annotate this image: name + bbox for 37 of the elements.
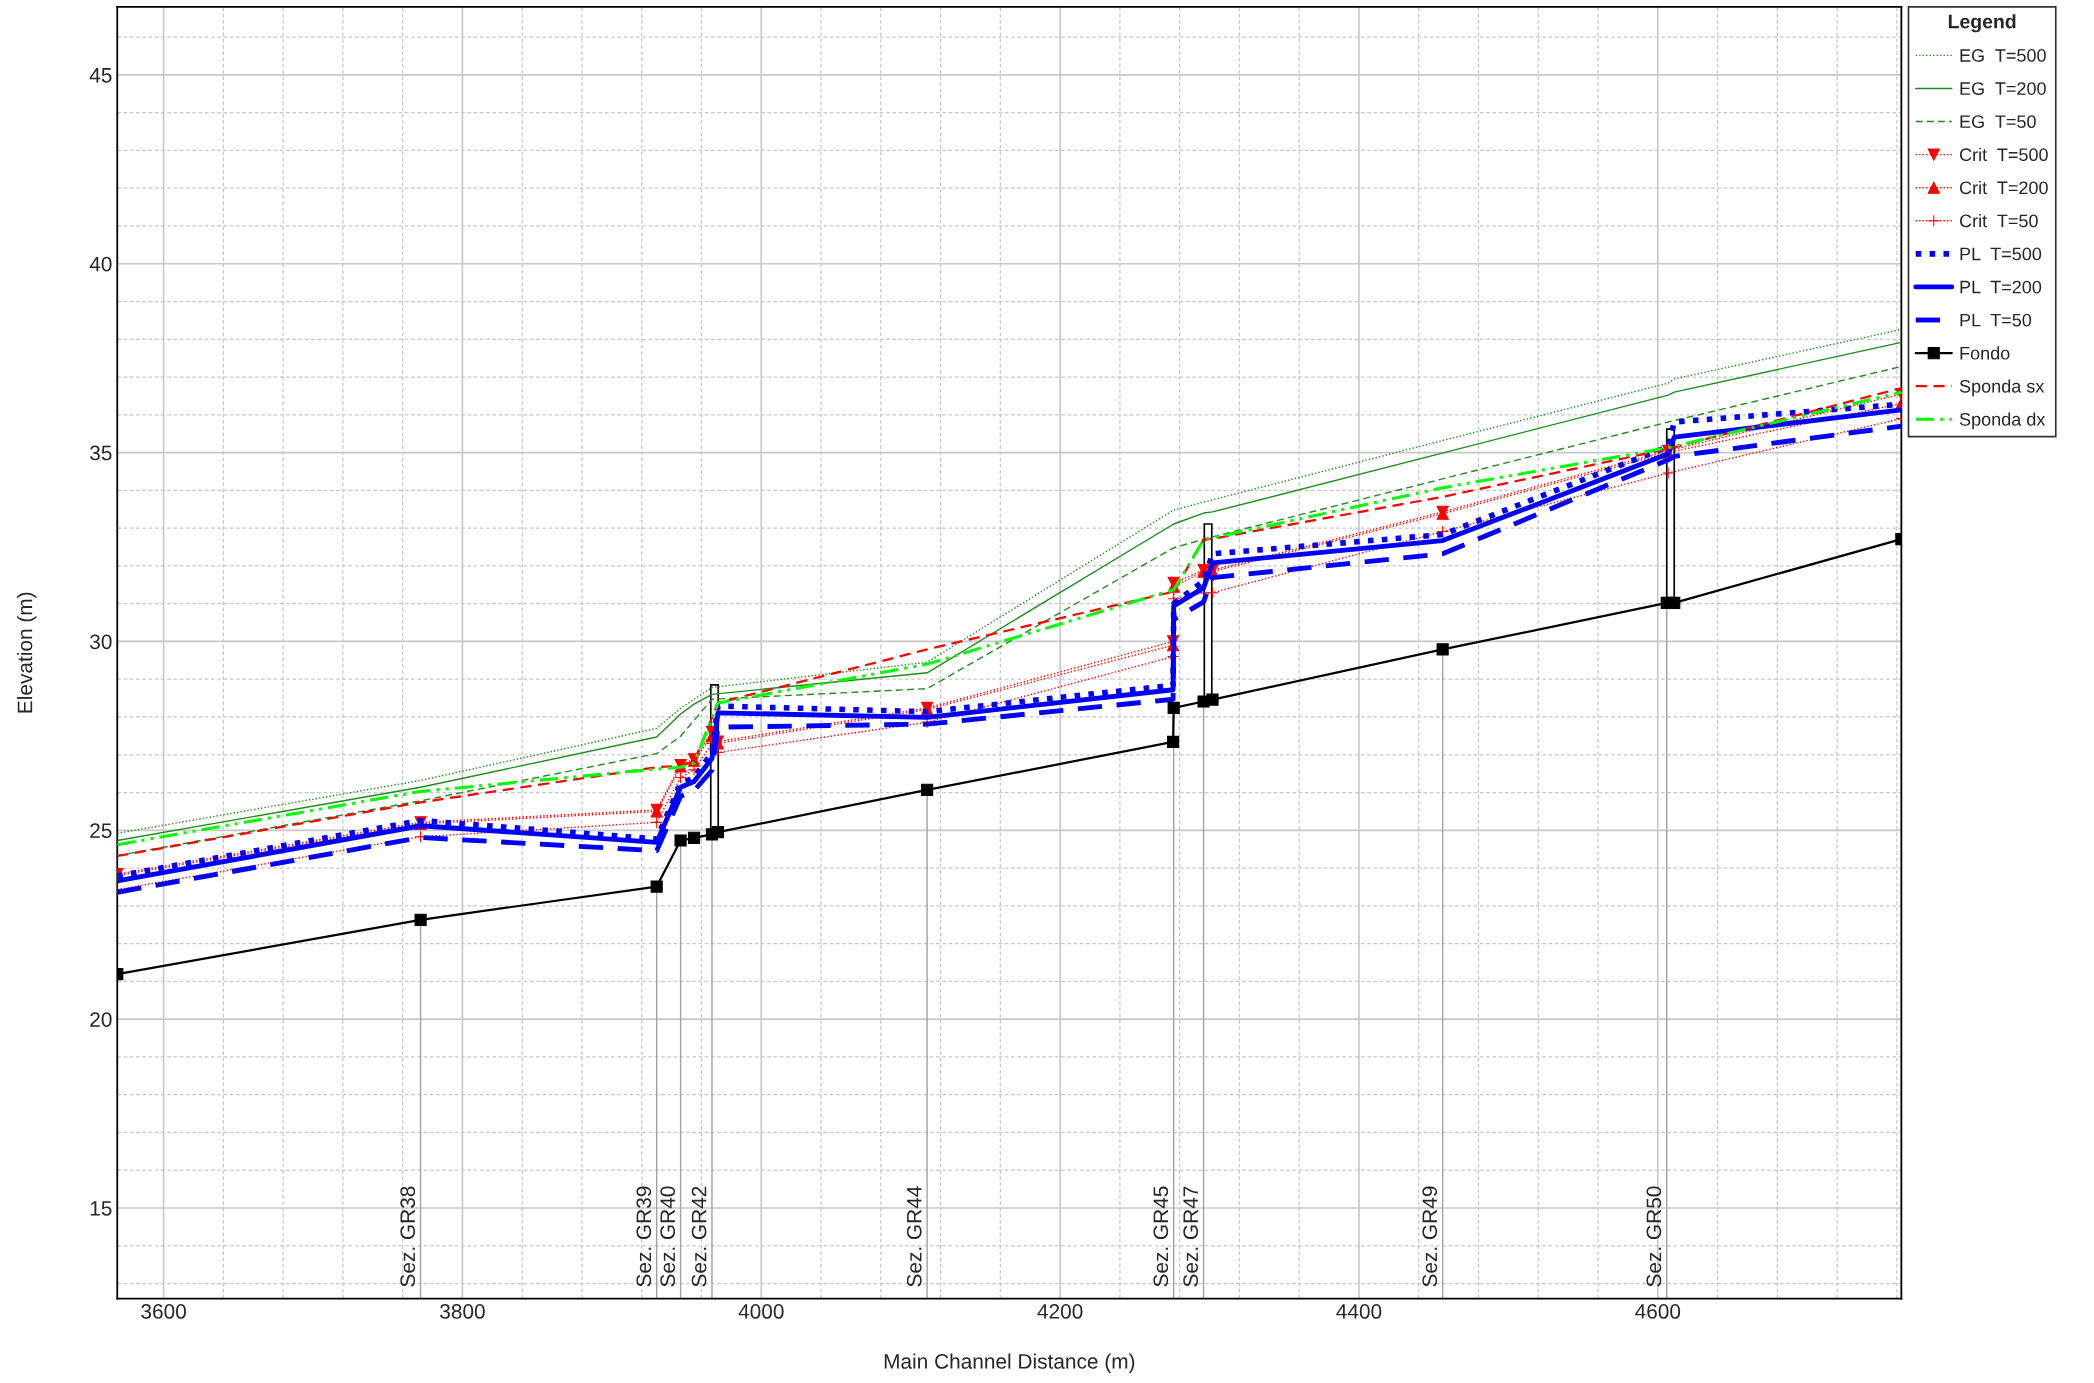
annotation: Sez. GR49 (1422, 1186, 1438, 1287)
legend-label: Fondo (1960, 346, 2010, 360)
x-tick-label: 3600 (141, 1304, 186, 1319)
y-axis-title: Elevation (m) (17, 592, 37, 713)
legend-label: Sponda dx (1959, 412, 2046, 430)
y-tick-label: 25 (90, 823, 112, 839)
legend-label: EG T=50 (1960, 115, 2036, 129)
legend-label: PL T=50 (1960, 313, 2032, 327)
y-tick-label: 30 (90, 634, 112, 650)
annotation: Sez. GR42 (691, 1186, 707, 1287)
legend-label: Crit T=50 (1959, 214, 2038, 228)
x-tick-label: 4200 (1037, 1304, 1083, 1319)
legend-label: PL T=200 (1960, 280, 2042, 294)
y-tick-label: 45 (89, 68, 112, 83)
x-tick-label: 3800 (440, 1304, 485, 1319)
legend-label: EG T=500 (1960, 49, 2046, 62)
legend-title: Legend (1948, 14, 2016, 33)
y-tick-label: 40 (89, 256, 112, 272)
y-tick-label: 35 (90, 445, 112, 461)
annotation: Sez. GR50 (1646, 1186, 1662, 1287)
x-axis-title: Main Channel Distance (m) (884, 1353, 1135, 1373)
legend-label: PL T=500 (1960, 247, 2042, 261)
annotation: Sez. GR38 (400, 1186, 416, 1287)
legend-label: Crit T=500 (1959, 147, 2048, 162)
y-tick-label: 15 (90, 1201, 112, 1216)
annotation: Sez. GR45 (1153, 1186, 1169, 1287)
annotation: Sez. GR39 (636, 1186, 652, 1287)
annotation: Sez. GR40 (660, 1186, 676, 1287)
legend-label: Crit T=200 (1959, 180, 2048, 195)
x-tick-label: 4400 (1336, 1304, 1382, 1319)
annotation: Sez. GR47 (1183, 1186, 1199, 1287)
x-tick-label: 4000 (738, 1304, 784, 1319)
y-tick-label: 20 (90, 1012, 112, 1027)
annotation: Sez. GR44 (906, 1186, 922, 1287)
legend-label: EG T=200 (1960, 82, 2046, 95)
x-tick-label: 4600 (1635, 1304, 1681, 1319)
legend-label: Sponda sx (1959, 379, 2045, 397)
